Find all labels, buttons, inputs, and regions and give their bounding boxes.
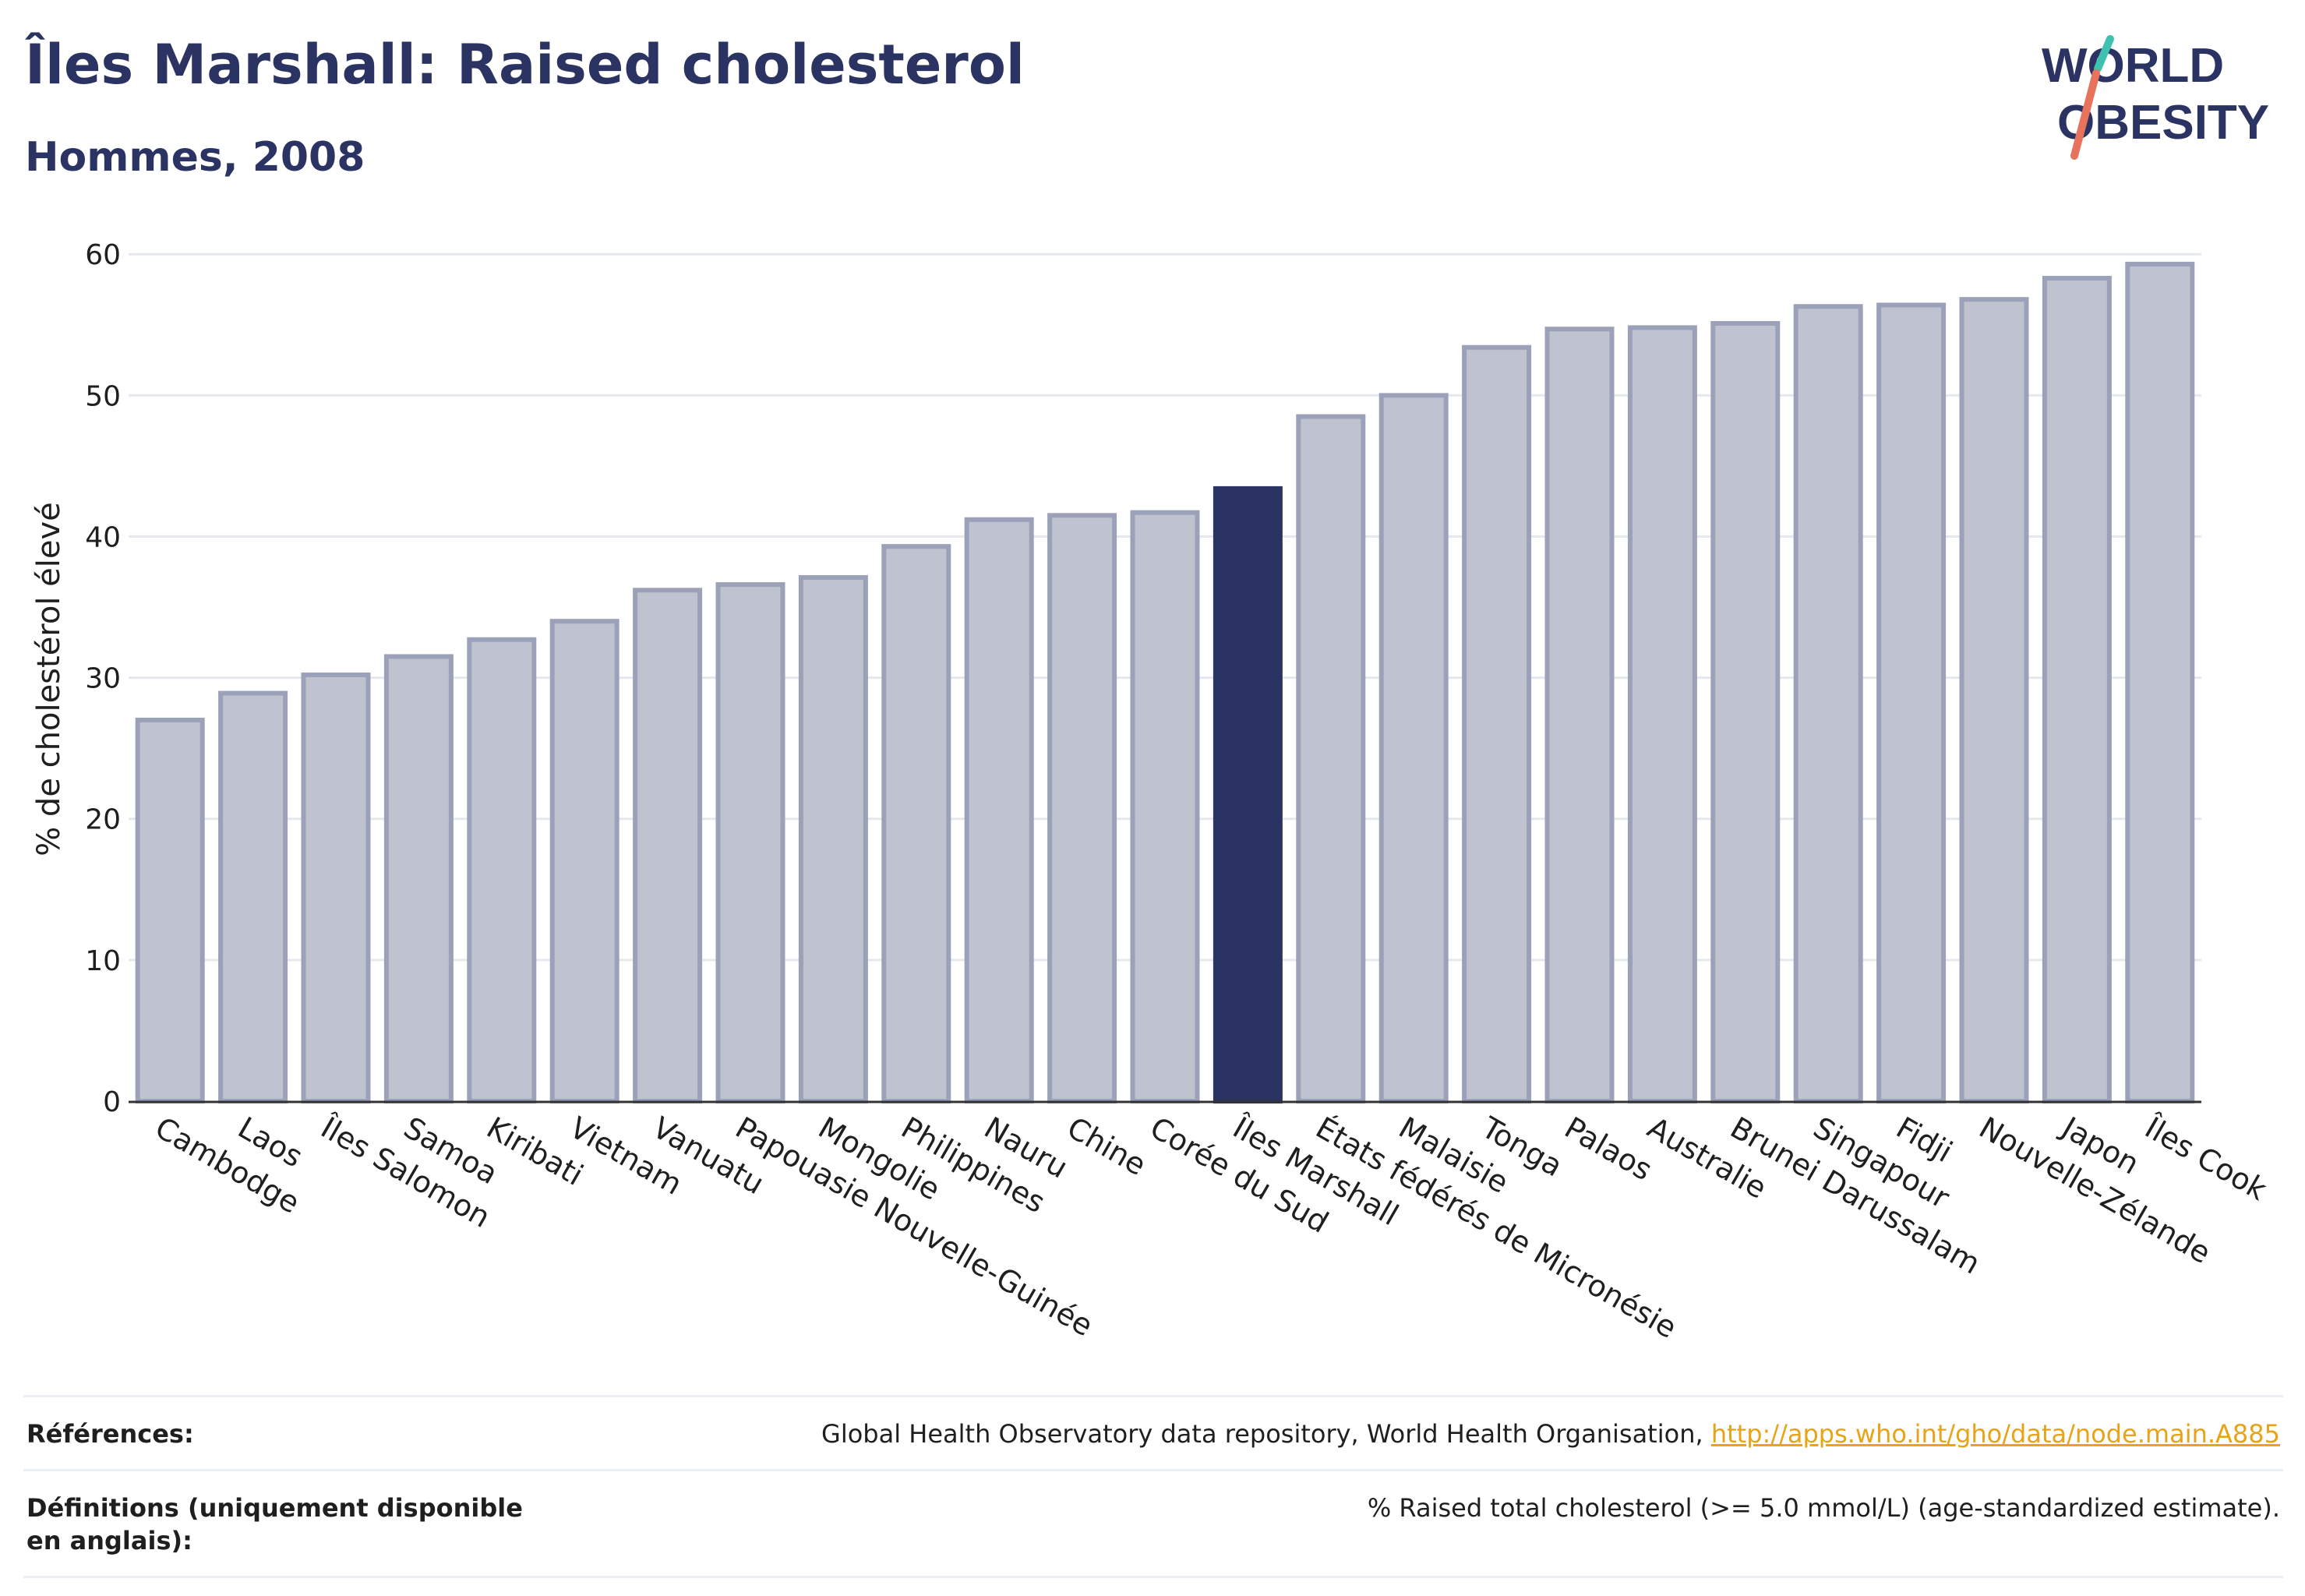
- y-tick-label: 60: [85, 239, 121, 271]
- logo-slash-teal: [2094, 35, 2114, 72]
- y-tick-label: 50: [85, 380, 121, 412]
- logo-line2: OBESITY: [2057, 96, 2269, 150]
- references-section: Références: Global Health Observatory da…: [23, 1395, 2283, 1578]
- y-axis-label: % de cholestérol élevé: [31, 502, 67, 856]
- bar-4[interactable]: [467, 637, 537, 1103]
- y-tick-label: 0: [103, 1086, 121, 1118]
- bars: [135, 261, 2195, 1104]
- bar-7[interactable]: [715, 582, 785, 1103]
- references-value: Global Health Observatory data repositor…: [821, 1418, 2280, 1450]
- references-link[interactable]: http://apps.who.int/gho/data/node.main.A…: [1710, 1419, 2280, 1449]
- bar-5[interactable]: [549, 619, 619, 1103]
- logo-slash-coral: [2070, 69, 2100, 160]
- bar-16[interactable]: [1462, 344, 1532, 1103]
- bar-24[interactable]: [2125, 261, 2195, 1104]
- bar-2[interactable]: [301, 672, 371, 1103]
- x-tick-label: Palaos: [1559, 1110, 1658, 1188]
- bar-9[interactable]: [881, 544, 951, 1103]
- world-obesity-logo[interactable]: WORLD OBESITY: [2026, 23, 2291, 164]
- y-tick-label: 40: [85, 521, 121, 553]
- x-tick-label: Kiribati: [481, 1110, 589, 1192]
- bar-22[interactable]: [1959, 297, 2029, 1103]
- bar-6[interactable]: [633, 588, 703, 1103]
- y-tick-labels: 0 10 20 30 40 50 60: [85, 239, 121, 1118]
- bar-11[interactable]: [1047, 513, 1117, 1103]
- references-label: Références:: [26, 1419, 194, 1449]
- bar-18[interactable]: [1627, 325, 1697, 1103]
- y-tick-label: 10: [85, 945, 121, 977]
- bar-15[interactable]: [1378, 393, 1449, 1103]
- logo-line1: WORLD: [2042, 39, 2224, 93]
- references-text: Global Health Observatory data repositor…: [821, 1419, 1711, 1449]
- definitions-value: % Raised total cholesterol (>= 5.0 mmol/…: [1367, 1493, 2280, 1523]
- definitions-label: Définitions (uniquement disponible en an…: [26, 1493, 523, 1555]
- bar-23[interactable]: [2042, 276, 2112, 1104]
- x-tick-label: Chine: [1061, 1110, 1152, 1182]
- page-title: Îles Marshall: Raised cholesterol: [25, 33, 1025, 97]
- bar-10[interactable]: [964, 517, 1034, 1103]
- bar-12[interactable]: [1130, 510, 1200, 1103]
- bar-14[interactable]: [1296, 414, 1366, 1103]
- bar-1[interactable]: [218, 690, 288, 1103]
- definitions-row: Définitions (uniquement disponible en an…: [23, 1469, 2283, 1578]
- bar-21[interactable]: [1876, 302, 1947, 1103]
- bar-8[interactable]: [798, 575, 868, 1103]
- bar-17[interactable]: [1544, 327, 1615, 1103]
- bar-20[interactable]: [1793, 304, 1863, 1104]
- y-tick-label: 30: [85, 663, 121, 695]
- bar-3[interactable]: [383, 654, 454, 1103]
- y-tick-label: 20: [85, 804, 121, 836]
- x-tick-label: Îles Cook: [2138, 1110, 2272, 1207]
- logo-graphic: WORLD OBESITY: [2042, 35, 2269, 160]
- bar-0[interactable]: [135, 717, 205, 1103]
- page-subtitle: Hommes, 2008: [25, 134, 365, 181]
- bar-13[interactable]: [1213, 486, 1283, 1103]
- references-row: Références: Global Health Observatory da…: [23, 1395, 2283, 1469]
- bar-19[interactable]: [1710, 320, 1781, 1104]
